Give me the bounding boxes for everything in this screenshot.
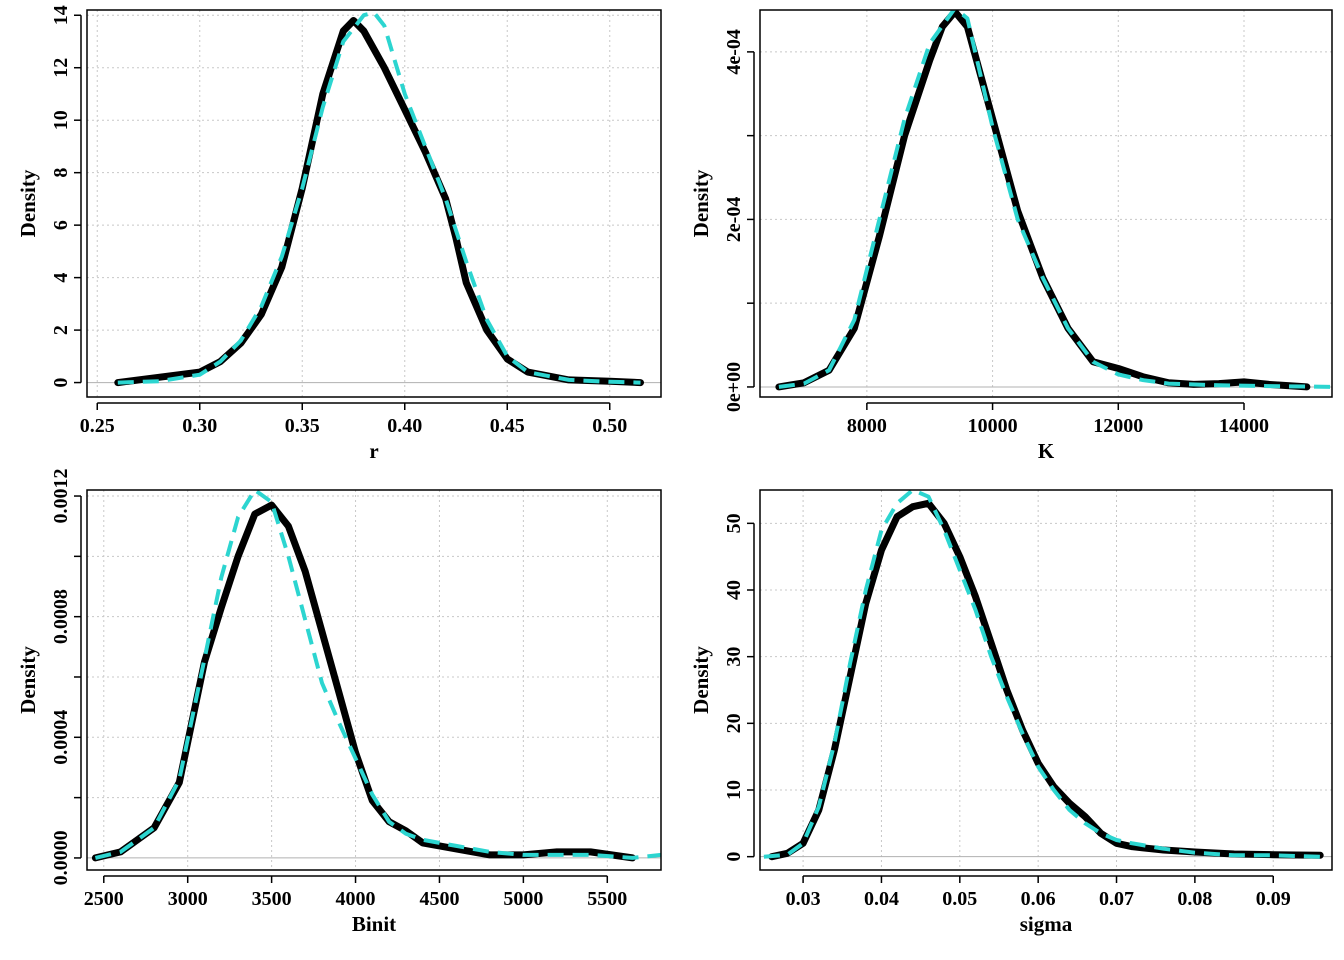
p0-x-tick-label-1: 0.30 (182, 415, 217, 437)
p1-x-tick-label-1: 10000 (968, 415, 1018, 437)
p1-x-tick-label-0: 8000 (847, 415, 887, 437)
p3-y-tick-label-0: 0 (723, 852, 745, 862)
p0-y-tick-label-1: 2 (50, 325, 72, 335)
p2-y-tick-label-6: 0.0012 (50, 469, 72, 524)
p2-x-tick-label-0: 2500 (84, 888, 124, 910)
p3-series-empirical-solid (768, 499, 1324, 861)
p2-x-tick-label-4: 4500 (419, 888, 459, 910)
p0-y-axis-title: Density (16, 169, 40, 237)
p0-plot-frame (86, 9, 662, 398)
p0-x-tick-label-4: 0.45 (490, 415, 525, 437)
p2-x-tick-label-5: 5000 (503, 888, 543, 910)
p0-y-tick-label-4: 8 (50, 168, 72, 178)
p2-series-empirical-solid (91, 501, 636, 862)
p3-x-tick-label-0: 0.03 (786, 888, 821, 910)
p0-x-tick-label-5: 0.50 (592, 415, 627, 437)
p3-x-tick-label-1: 0.04 (864, 888, 899, 910)
p2-y-axis-title: Density (16, 646, 40, 714)
p3-y-tick-label-5: 50 (723, 513, 745, 533)
p2-y-tick-label-2: 0.0004 (50, 710, 72, 765)
p3-y-tick-label-4: 40 (723, 580, 745, 600)
p3-x-tick-label-2: 0.05 (942, 888, 977, 910)
p2-x-axis-title: Binit (352, 912, 396, 936)
p1-y-tick-label-2: 2e-04 (723, 197, 745, 243)
p2-x-tick-label-1: 3000 (168, 888, 208, 910)
p3-y-tick-label-3: 30 (723, 647, 745, 667)
p3-y-tick-label-1: 10 (723, 780, 745, 800)
p1-x-tick-label-2: 12000 (1093, 415, 1143, 437)
p2-y-tick-label-0: 0.0000 (50, 830, 72, 885)
p2-x-tick-label-2: 3500 (252, 888, 292, 910)
panel-sigma-density: 0.03 0.04 0.05 0.06 0.07 0.08 0.09 0 10 20 30 40 50 s… (689, 489, 1333, 936)
p3-series-fitted-dashed (763, 490, 1321, 859)
p3-y-tick-label-2: 20 (723, 713, 745, 733)
p2-plot-frame (86, 489, 662, 871)
p0-y-tick-label-0: 0 (50, 378, 72, 388)
p2-x-tick-label-6: 5500 (587, 888, 627, 910)
p3-x-tick-label-6: 0.09 (1256, 888, 1291, 910)
p0-series-fitted-dashed (117, 10, 641, 385)
panel-r-density: 0.25 0.30 0.35 0.40 0.45 0.50 0 2 4 6 8 10 12 14 r Dens… (16, 5, 662, 463)
p0-x-tick-label-0: 0.25 (80, 415, 115, 437)
p3-y-axis-title: Density (689, 646, 713, 714)
p2-x-tick-label-3: 4000 (336, 888, 376, 910)
p2-series-fitted-dashed (94, 490, 661, 860)
p0-x-tick-label-3: 0.40 (387, 415, 422, 437)
panel-k-density: 8000 10000 12000 14000 0e+00 2e-04 4e-04 K Densi… (689, 9, 1333, 463)
p3-x-tick-label-4: 0.07 (1099, 888, 1134, 910)
panel-binit-density: 2500 3000 3500 4000 4500 5000 5500 0.0000 0.0004… (16, 469, 662, 936)
p0-x-axis-title: r (369, 439, 378, 463)
p2-y-tick-label-4: 0.0008 (50, 589, 72, 644)
p1-x-tick-label-3: 14000 (1219, 415, 1269, 437)
p3-x-tick-label-5: 0.08 (1177, 888, 1212, 910)
p3-x-tick-label-3: 0.06 (1021, 888, 1056, 910)
p0-y-tick-label-6: 12 (50, 58, 72, 78)
p0-y-tick-label-5: 10 (50, 110, 72, 130)
p1-plot-frame (759, 9, 1333, 398)
p1-y-tick-label-4: 4e-04 (723, 29, 745, 75)
p0-y-tick-label-7: 14 (50, 5, 72, 25)
p1-y-tick-label-0: 0e+00 (723, 362, 745, 412)
p3-x-axis-title: sigma (1020, 912, 1073, 936)
p0-x-tick-label-2: 0.35 (285, 415, 320, 437)
p1-y-axis-title: Density (689, 169, 713, 237)
p3-plot-frame (759, 489, 1333, 871)
p1-x-axis-title: K (1038, 439, 1055, 463)
p1-series-fitted-dashed (778, 10, 1332, 389)
p0-y-tick-label-3: 6 (50, 220, 72, 230)
p0-y-tick-label-2: 4 (50, 273, 72, 283)
